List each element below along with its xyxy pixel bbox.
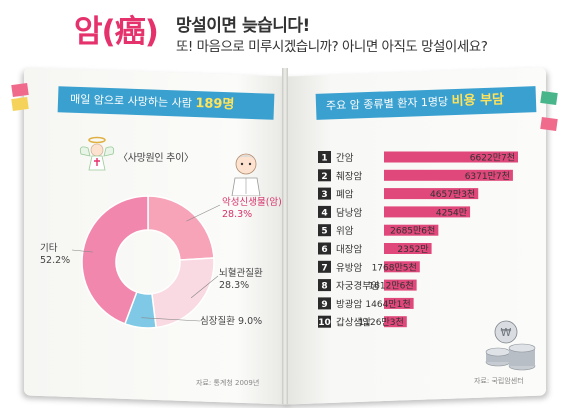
value-label: 2352만 [397,244,428,255]
rank-label: 9 [321,300,327,310]
pie-label-heart-value: 9.0% [238,316,263,327]
category-label: 간암 [336,152,354,164]
pie-leader-line [141,317,201,322]
rank-box [318,187,331,200]
pie-label-other-name: 기타 [40,243,58,254]
pie-label-cancer-value: 28.3% [222,209,253,220]
header-subtitle: 또! 마음으로 미루시겠습니까? 아니면 아직도 망설이세요? [176,39,488,55]
pie-label-cancer-name: 악성신생물(암) [222,197,282,208]
pie-leader-line [71,249,93,253]
header: 암(癌) 망설이면 늦습니다! 또! 마음으로 미루시겠습니까? 아니면 아직도… [0,0,569,62]
category-label: 췌장암 [336,170,362,182]
pie-leader-line [186,204,221,222]
rank-label: 4 [321,208,327,218]
pie-label-cerebro-name: 뇌혈관질환 [219,268,263,279]
value-label: 6622만7천 [470,153,515,164]
value-label: 1464만1천 [365,299,410,310]
pie-label-other: 기타 52.2% [40,243,70,267]
pie-label-heart: 심장질환 9.0% [200,316,262,328]
rank-box [318,260,331,273]
rank-label: 10 [318,318,331,328]
bar [384,316,407,328]
rank-label: 1 [321,154,327,164]
title-paren-close: ) [144,14,159,50]
rank-label: 8 [321,282,327,292]
left-source: 자료: 통계청 2009년 [196,379,260,387]
value-label: 1612만6천 [368,281,413,292]
category-label: 유방암 [336,262,362,274]
rank-box [318,315,331,328]
svg-text:₩: ₩ [501,326,512,339]
bar [384,297,414,309]
coins-icon: ₩ [485,320,536,371]
category-label: 담낭암 [336,207,362,219]
header-title: 암(癌) [74,6,159,51]
rank-label: 5 [321,227,327,237]
pie-label-heart-name: 심장질환 [200,316,235,327]
value-label: 6371만7천 [465,171,510,182]
bar [384,243,432,254]
pie-label-other-value: 52.2% [40,255,71,266]
pie-leader-line [190,275,219,299]
category-label: 방광암 [336,298,362,310]
category-label: 갑상샘암 [336,317,371,329]
category-label: 위암 [336,225,354,237]
value-label: 1768만5천 [372,262,417,273]
value-label: 1126만3천 [359,317,404,328]
bar [384,188,479,200]
bar [384,151,518,163]
bar [384,169,513,181]
header-title-rest: 망설이면 늦습니다! [176,16,310,36]
death-cause-subtitle: 〈사망원인 추이〉 [118,153,194,164]
rank-label: 2 [321,172,327,182]
pie-slice [81,195,149,325]
value-label: 4657만3천 [430,189,475,200]
open-book [0,60,569,408]
pie-label-cerebro-value: 28.3% [219,280,250,291]
rank-box [318,297,331,310]
rank-box [318,242,331,255]
title-paren-open: ( [101,14,116,50]
category-label: 자궁경부암 [336,280,380,292]
doctor-icon [231,153,261,196]
category-label: 폐암 [336,189,354,201]
bar [384,279,417,291]
rank-box [318,151,331,163]
rank-label: 7 [321,263,327,273]
rank-box [318,205,331,218]
pie-label-cerebro: 뇌혈관질환 28.3% [219,268,263,292]
rank-label: 3 [321,190,327,200]
rank-box [318,169,331,182]
pie-label-cancer: 악성신생물(암) 28.3% [222,197,282,221]
title-main: 암 [74,14,103,50]
angel-icon [79,136,115,171]
value-label: 2685만6천 [390,226,435,237]
right-source: 자료: 국립암센터 [474,377,524,385]
bar [384,224,439,236]
value-label: 4254만 [436,207,467,218]
rank-box [318,279,331,292]
book-spine [282,68,288,404]
bar [384,261,420,273]
rank-box [318,224,331,237]
bar [384,206,471,218]
category-label: 대장암 [336,244,362,256]
rank-label: 6 [321,245,327,255]
title-hanja: 癌 [114,14,146,50]
